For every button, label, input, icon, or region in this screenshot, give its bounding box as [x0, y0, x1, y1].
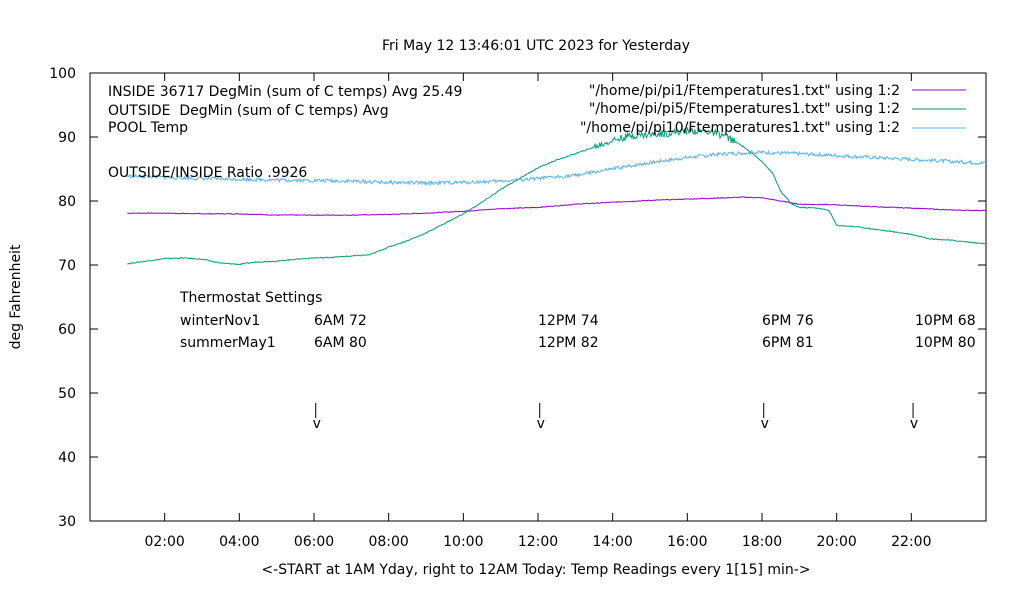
schedule-setting: 6PM 76	[762, 313, 814, 329]
series-line-outside	[127, 125, 987, 266]
schedule-name: winterNov1	[180, 313, 260, 329]
legend-series-1-key: "/home/pi/pi5/Ftemperatures1.txt" using …	[589, 101, 900, 117]
legend-series-0-name: INSIDE 36717 DegMin (sum of C temps) Avg…	[108, 84, 462, 100]
x-tick-label: 14:00	[592, 534, 632, 550]
x-tick-label: 20:00	[816, 534, 856, 550]
series-lines	[126, 125, 987, 266]
y-tick-label: 100	[49, 66, 76, 82]
series-line-inside	[127, 196, 987, 216]
arrow-head: v	[313, 416, 321, 432]
arrow-head: v	[761, 416, 769, 432]
x-tick-label: 22:00	[891, 534, 931, 550]
schedule-setting: 6AM 72	[314, 313, 367, 329]
schedule-setting: 10PM 80	[915, 335, 976, 351]
schedule-setting: 6PM 81	[762, 335, 814, 351]
legend: INSIDE 36717 DegMin (sum of C temps) Avg…	[108, 83, 966, 136]
x-tick-label: 08:00	[368, 534, 408, 550]
arrow-head: v	[910, 416, 918, 432]
y-tick-label: 90	[58, 130, 76, 146]
y-tick-label: 30	[58, 514, 76, 530]
series-line-pool	[126, 149, 987, 187]
x-tick-label: 06:00	[294, 534, 334, 550]
x-tick-label: 10:00	[443, 534, 483, 550]
schedule-setting: 10PM 68	[915, 313, 976, 329]
y-tick-label: 40	[58, 450, 76, 466]
thermostat-title: Thermostat Settings	[179, 290, 322, 306]
x-tick-label: 02:00	[144, 534, 184, 550]
y-tick-label: 70	[58, 258, 76, 274]
legend-series-2-name: POOL Temp	[108, 120, 188, 136]
x-axis: 02:00 04:00 06:00 08:00 10:00 12:00 14:00 16:00…	[144, 73, 932, 550]
x-tick-label: 12:00	[518, 534, 558, 550]
legend-series-2-key: "/home/pi/pi10/Ftemperatures1.txt" using…	[580, 120, 900, 136]
y-axis-label: deg Fahrenheit	[8, 244, 24, 349]
schedule-setting: 12PM 82	[538, 335, 599, 351]
x-tick-label: 04:00	[219, 534, 259, 550]
y-tick-label: 50	[58, 386, 76, 402]
schedule-setting: 12PM 74	[538, 313, 599, 329]
y-axis: 30 40 50 60 70 80 90 100	[49, 66, 986, 530]
y-tick-label: 60	[58, 322, 76, 338]
legend-series-1-name: OUTSIDE DegMin (sum of C temps) Avg	[108, 103, 389, 119]
thermostat-settings: Thermostat Settings winterNov1 6AM 72 12PM…	[179, 290, 976, 351]
schedule-name: summerMay1	[180, 335, 276, 351]
ratio-annotation: OUTSIDE/INSIDE Ratio .9926	[108, 165, 307, 181]
x-tick-label: 16:00	[667, 534, 707, 550]
arrow-head: v	[537, 416, 545, 432]
schedule-setting: 6AM 80	[314, 335, 367, 351]
chart-title: Fri May 12 13:46:01 UTC 2023 for Yesterd…	[382, 38, 690, 54]
x-axis-label: <-START at 1AM Yday, right to 12AM Today…	[261, 562, 810, 578]
x-tick-label: 18:00	[742, 534, 782, 550]
y-tick-label: 80	[58, 194, 76, 210]
legend-series-0-key: "/home/pi/pi1/Ftemperatures1.txt" using …	[589, 83, 900, 99]
